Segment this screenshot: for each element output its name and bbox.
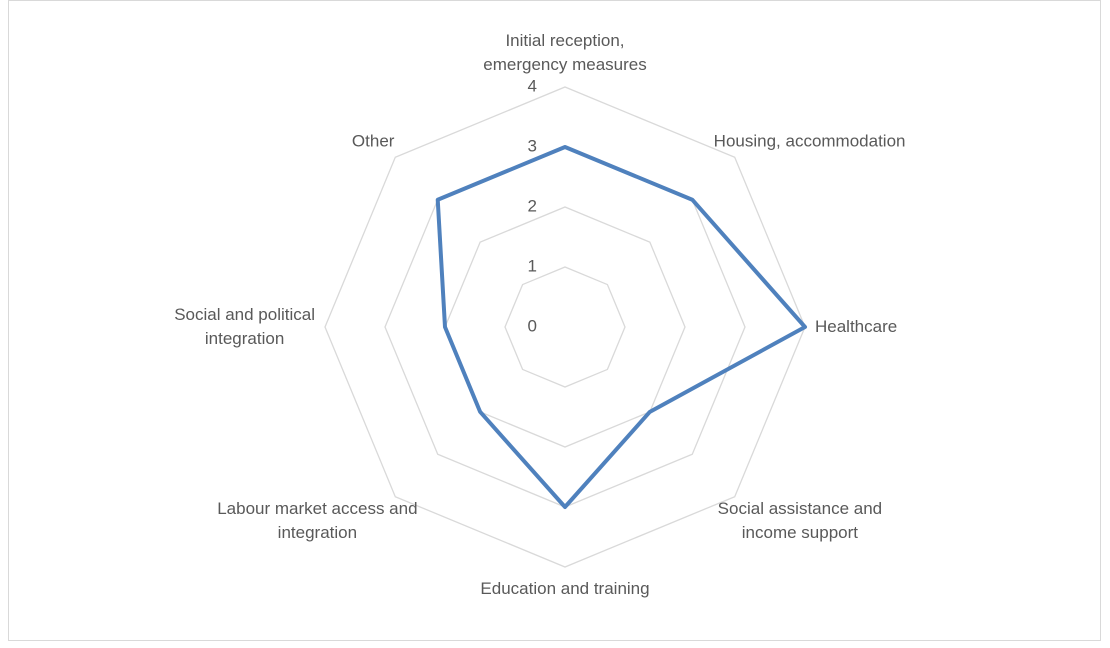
category-label: Housing, accommodation [713,131,906,151]
category-label: Healthcare [815,317,898,336]
r-tick-label: 3 [528,136,537,155]
r-tick-label: 4 [528,76,537,95]
category-label: Initial reception, emergency measures [483,31,647,74]
chart-frame [8,0,1101,641]
grid-ring [324,86,806,568]
category-label: Labour market access and integration [217,498,418,542]
category-label: Social and political integration [174,305,315,348]
grid-ring [504,266,626,388]
category-label: Other [351,131,395,151]
series-line [435,145,807,509]
category-label: Social assistance and income support [717,498,883,542]
r-tick-label: 1 [528,256,537,275]
category-label: Education and training [480,579,650,598]
grid-ring [444,206,686,448]
r-tick-label: 2 [528,196,537,215]
r-tick-label: 0 [528,316,537,335]
